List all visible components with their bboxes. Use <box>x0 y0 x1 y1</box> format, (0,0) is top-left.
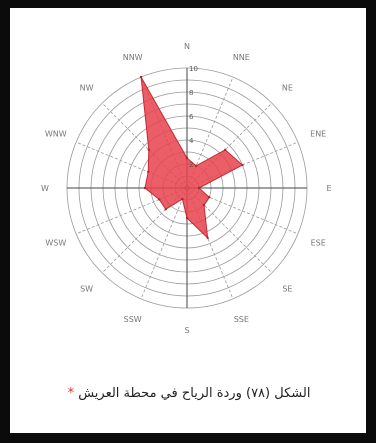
radial-tick-label: 6 <box>189 113 194 121</box>
caption-marker: * <box>67 386 75 401</box>
direction-label-ene: ENE <box>310 130 326 139</box>
direction-label-nw: NW <box>80 84 94 93</box>
radial-tick-label: 2 <box>189 161 193 169</box>
data-point-n <box>185 156 189 160</box>
radial-tick-label: 4 <box>189 137 194 145</box>
direction-label-ssw: SSW <box>124 315 142 324</box>
data-point-sse <box>206 236 209 240</box>
data-point-ene <box>241 163 244 167</box>
data-point-e <box>197 186 201 190</box>
data-point-s <box>185 216 189 220</box>
spoke-ssw <box>140 187 188 300</box>
caption-text: الشكل (٧٨) وردة الرياح في محطة العريش <box>78 386 311 401</box>
direction-label-e: E <box>326 184 331 193</box>
direction-label-w: W <box>41 184 49 193</box>
data-point-ne <box>223 148 227 152</box>
data-point-nnw <box>139 75 143 79</box>
direction-label-wnw: WNW <box>45 130 67 139</box>
direction-label-sse: SSE <box>234 315 249 324</box>
data-point-ssw <box>181 197 184 201</box>
direction-label-sw: SW <box>80 284 93 293</box>
data-point-wnw <box>146 170 150 174</box>
data-point-se <box>202 203 206 207</box>
direction-label-ese: ESE <box>311 238 326 247</box>
data-point-sw <box>164 208 167 211</box>
data-point-ese <box>207 195 211 199</box>
direction-label-wsw: WSW <box>45 238 66 247</box>
direction-label-nnw: NNW <box>123 53 143 62</box>
data-point-w <box>143 186 147 190</box>
data-point-wsw <box>158 198 161 201</box>
direction-label-n: N <box>184 42 190 51</box>
data-point-nw <box>147 148 151 152</box>
data-point-nne <box>194 164 198 168</box>
radial-tick-label: 8 <box>189 89 193 97</box>
figure-panel: 2 4 6 8 10 N NNE NE ENE E ESE SE SSE S SSW SW WSW W WNW NW N… <box>10 8 366 433</box>
direction-label-s: S <box>184 326 189 335</box>
radial-tick-label: 10 <box>189 65 198 73</box>
figure-caption: الشكل (٧٨) وردة الرياح في محطة العريش * <box>10 386 366 401</box>
direction-label-se: SE <box>282 284 292 293</box>
wind-rose-chart: 2 4 6 8 10 N NNE NE ENE E ESE SE SSE S SSW SW WSW W WNW NW N… <box>41 42 331 335</box>
direction-label-nne: NNE <box>233 53 250 62</box>
direction-label-ne: NE <box>282 84 293 93</box>
